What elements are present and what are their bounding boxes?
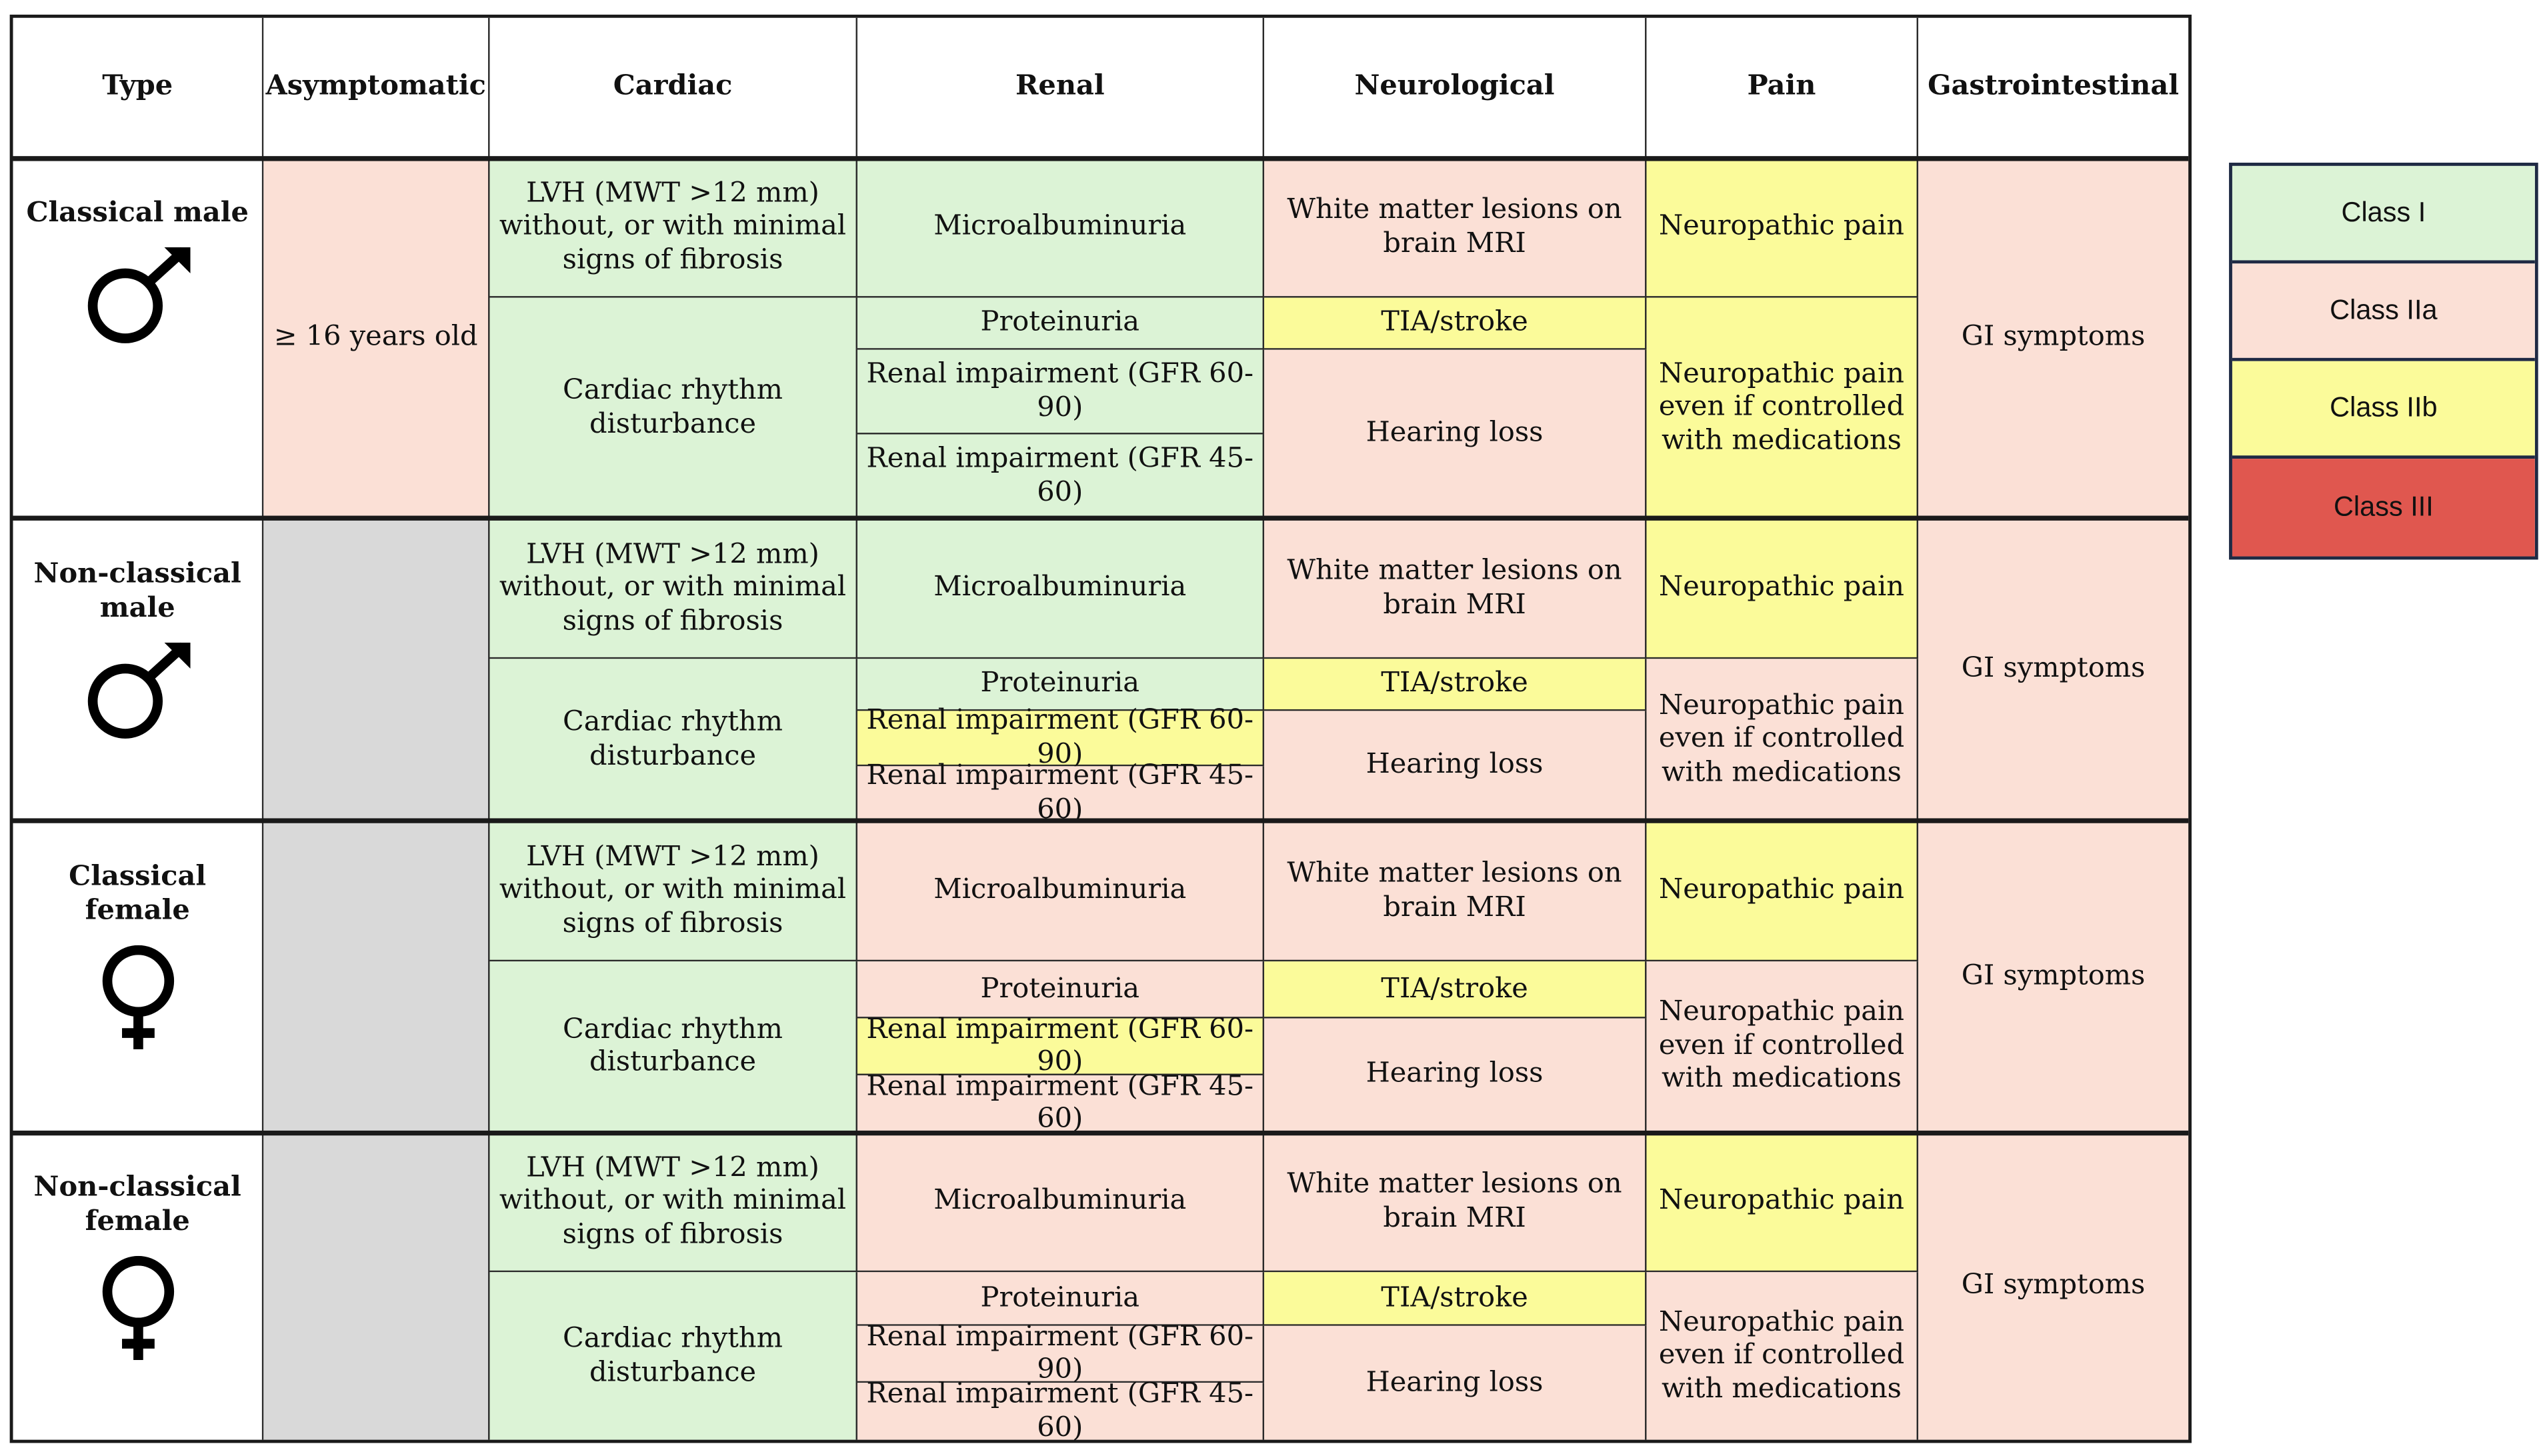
female-symbol-icon (101, 1255, 173, 1361)
lvh-cell: LVH (MWT >12 mm) without, or with minima… (489, 519, 857, 659)
type-cell-classical-female: Classical female (13, 821, 264, 1133)
classification-table: Type Asymptomatic Cardiac Renal Neurolog… (9, 14, 2192, 1444)
type-cell-non-classical-female: Non-classical female (13, 1132, 264, 1440)
neuropathic-controlled-cell: Neuropathic pain even if controlled with… (1646, 659, 1918, 822)
lvh-cell: LVH (MWT >12 mm) without, or with minima… (489, 157, 857, 298)
renal-45-60-cell: Renal impairment (GFR 45-60) (857, 760, 1265, 825)
type-label: Non-classical male (33, 557, 241, 625)
type-label: Non-classical female (33, 1171, 241, 1238)
type-cell-non-classical-male: Non-classical male (13, 519, 264, 822)
proteinuria-cell: Proteinuria (857, 961, 1265, 1019)
rhythm-cell: Cardiac rhythm disturbance (489, 297, 857, 519)
header-gastrointestinal: Gastrointestinal (1918, 17, 2189, 158)
neuropathic-pain-cell: Neuropathic pain (1646, 821, 1918, 962)
header-asymptomatic: Asymptomatic (263, 17, 490, 158)
asymptomatic-cell (263, 821, 490, 1133)
neuropathic-pain-cell: Neuropathic pain (1646, 1132, 1918, 1273)
legend-class-iib: Class IIb (2232, 361, 2535, 459)
group-divider (13, 1130, 2189, 1136)
group-divider (13, 515, 2189, 521)
hearing-loss-cell: Hearing loss (1264, 1325, 1647, 1440)
type-label: Classical female (69, 860, 207, 927)
white-matter-cell: White matter lesions on brain MRI (1264, 519, 1647, 659)
renal-60-90-cell: Renal impairment (GFR 60-90) (857, 349, 1265, 435)
gi-symptoms-cell: GI symptoms (1918, 519, 2189, 822)
renal-60-90-cell: Renal impairment (GFR 60-90) (857, 705, 1265, 770)
gi-symptoms-cell: GI symptoms (1918, 1132, 2189, 1440)
neuropathic-controlled-cell: Neuropathic pain even if controlled with… (1646, 297, 1918, 519)
microalbuminuria-cell: Microalbuminuria (857, 519, 1265, 659)
tia-stroke-cell: TIA/stroke (1264, 961, 1647, 1019)
hearing-loss-cell: Hearing loss (1264, 1018, 1647, 1133)
tia-stroke-cell: TIA/stroke (1264, 297, 1647, 350)
legend-class-iia: Class IIa (2232, 263, 2535, 361)
microalbuminuria-cell: Microalbuminuria (857, 821, 1265, 962)
header-divider (13, 156, 2189, 161)
white-matter-cell: White matter lesions on brain MRI (1264, 821, 1647, 962)
neuropathic-pain-cell: Neuropathic pain (1646, 157, 1918, 298)
microalbuminuria-cell: Microalbuminuria (857, 157, 1265, 298)
header-cardiac: Cardiac (489, 17, 857, 158)
lvh-cell: LVH (MWT >12 mm) without, or with minima… (489, 821, 857, 962)
proteinuria-cell: Proteinuria (857, 1272, 1265, 1326)
renal-45-60-cell: Renal impairment (GFR 45-60) (857, 434, 1265, 519)
tia-stroke-cell: TIA/stroke (1264, 659, 1647, 711)
legend-class-iii: Class III (2232, 459, 2535, 557)
rhythm-cell: Cardiac rhythm disturbance (489, 1272, 857, 1440)
renal-45-60-cell: Renal impairment (GFR 45-60) (857, 1378, 1265, 1444)
header-pain: Pain (1646, 17, 1918, 158)
male-symbol-icon (87, 642, 190, 739)
rhythm-cell: Cardiac rhythm disturbance (489, 961, 857, 1133)
female-symbol-icon (101, 945, 173, 1049)
gi-symptoms-cell: GI symptoms (1918, 821, 2189, 1133)
male-symbol-icon (87, 247, 190, 343)
hearing-loss-cell: Hearing loss (1264, 711, 1647, 822)
microalbuminuria-cell: Microalbuminuria (857, 1132, 1265, 1273)
neuropathic-pain-cell: Neuropathic pain (1646, 519, 1918, 659)
neuropathic-controlled-cell: Neuropathic pain even if controlled with… (1646, 961, 1918, 1133)
tia-stroke-cell: TIA/stroke (1264, 1272, 1647, 1326)
white-matter-cell: White matter lesions on brain MRI (1264, 1132, 1647, 1273)
proteinuria-cell: Proteinuria (857, 297, 1265, 350)
white-matter-cell: White matter lesions on brain MRI (1264, 157, 1647, 298)
asymptomatic-cell (263, 1132, 490, 1440)
legend-class-i: Class I (2232, 165, 2535, 264)
legend: Class I Class IIa Class IIb Class III (2229, 163, 2538, 560)
header-renal: Renal (857, 17, 1265, 158)
lvh-cell: LVH (MWT >12 mm) without, or with minima… (489, 1132, 857, 1273)
type-cell-classical-male: Classical male (13, 157, 264, 519)
renal-60-90-cell: Renal impairment (GFR 60-90) (857, 1320, 1265, 1386)
gi-symptoms-cell: GI symptoms (1918, 157, 2189, 519)
renal-60-90-cell: Renal impairment (GFR 60-90) (857, 1013, 1265, 1079)
asymptomatic-cell: ≥ 16 years old (263, 157, 490, 519)
group-divider (13, 818, 2189, 823)
type-label: Classical male (26, 197, 249, 230)
neuropathic-controlled-cell: Neuropathic pain even if controlled with… (1646, 1272, 1918, 1440)
asymptomatic-cell (263, 519, 490, 822)
hearing-loss-cell: Hearing loss (1264, 349, 1647, 519)
renal-45-60-cell: Renal impairment (GFR 45-60) (857, 1069, 1265, 1135)
header-neurological: Neurological (1264, 17, 1647, 158)
header-type: Type (13, 17, 264, 158)
rhythm-cell: Cardiac rhythm disturbance (489, 659, 857, 822)
proteinuria-cell: Proteinuria (857, 659, 1265, 711)
